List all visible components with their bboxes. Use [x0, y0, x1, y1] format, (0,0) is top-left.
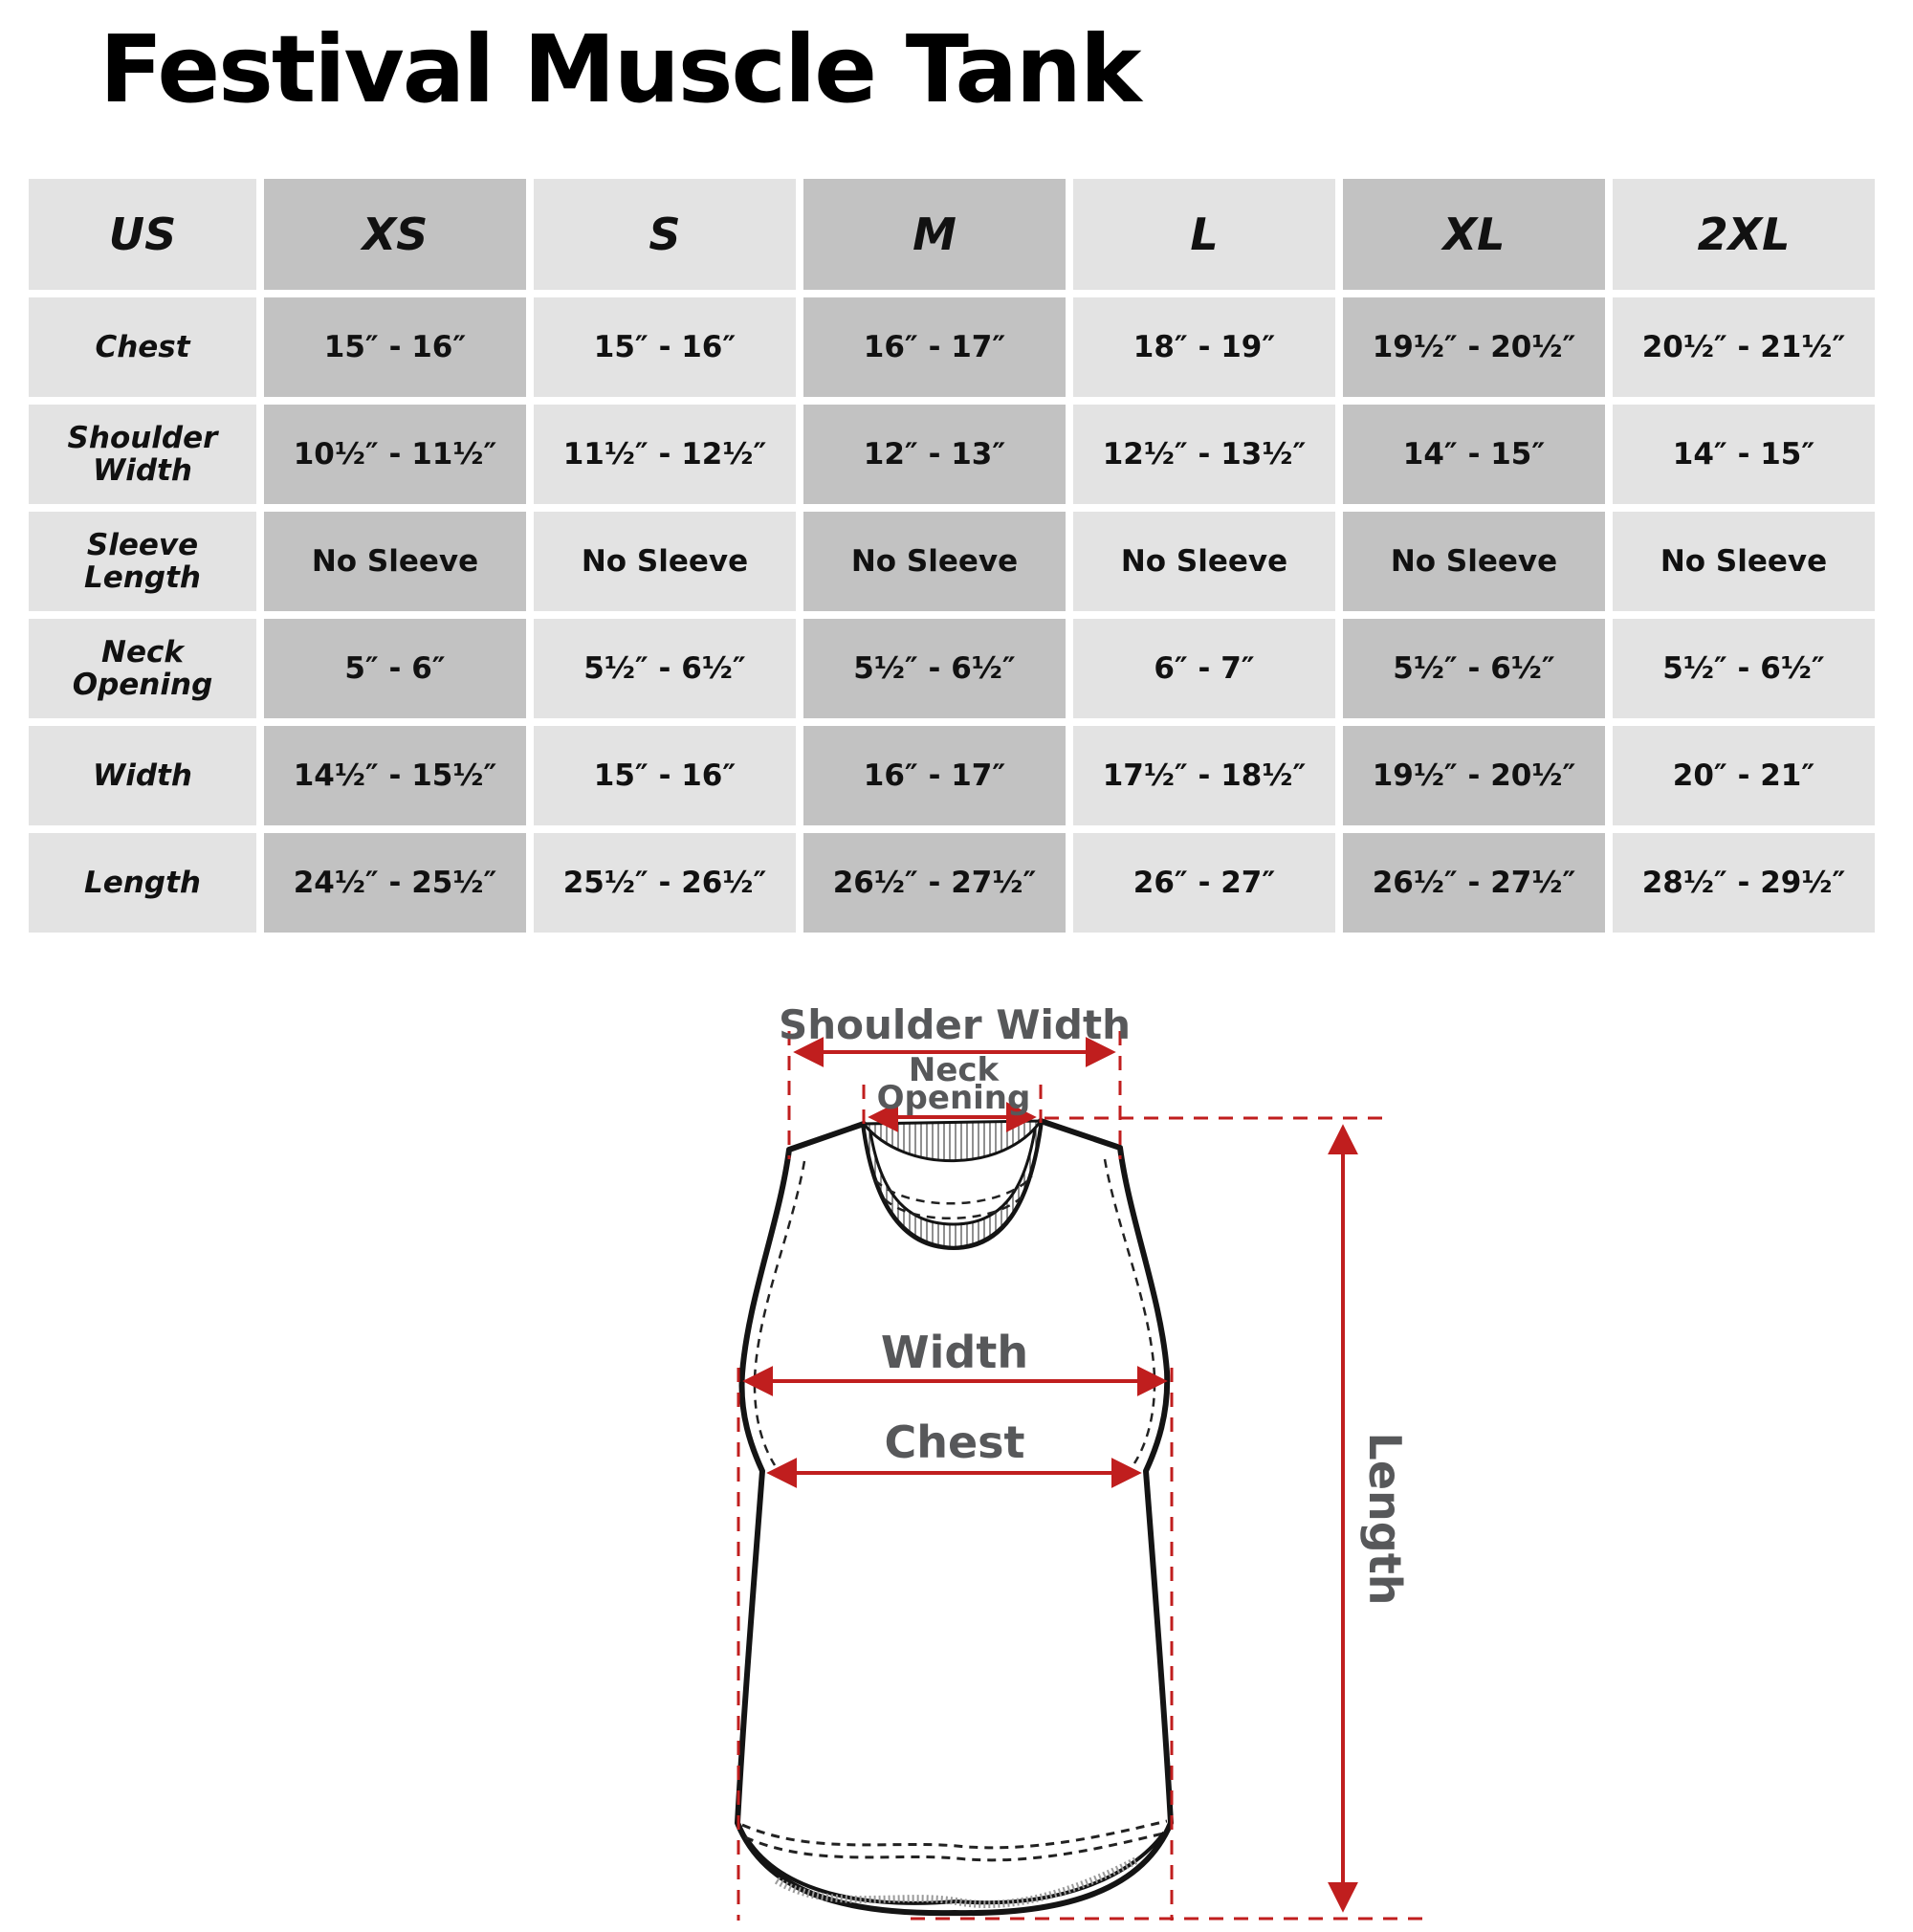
size-header-row: US XS S M L XL 2XL	[29, 179, 1875, 290]
cell-sleeve-length-xl: No Sleeve	[1343, 512, 1605, 611]
cell-chest-xl: 19½″ - 20½″	[1343, 297, 1605, 397]
cell-shoulder-width-xl: 14″ - 15″	[1343, 405, 1605, 504]
cell-shoulder-width-l: 12½″ - 13½″	[1073, 405, 1335, 504]
page-title: Festival Muscle Tank	[99, 15, 1141, 123]
measurement-row-length: Length 24½″ - 25½″ 25½″ - 26½″ 26½″ - 27½″ 2…	[29, 833, 1875, 933]
neck-opening-label-line2: Opening	[877, 1079, 1031, 1117]
cell-length-xl: 26½″ - 27½″	[1343, 833, 1605, 933]
cell-chest-xs: 15″ - 16″	[264, 297, 526, 397]
row-label-length: Length	[29, 833, 256, 933]
shoulder-width-label: Shoulder Width	[779, 1001, 1131, 1048]
row-label-chest: Chest	[29, 297, 256, 397]
cell-shoulder-width-xs: 10½″ - 11½″	[264, 405, 526, 504]
measurement-row-shoulder-width: Shoulder Width 10½″ - 11½″ 11½″ - 12½″ 12″ …	[29, 405, 1875, 504]
hem-roll-texture	[774, 1855, 1140, 1908]
cell-neck-opening-xs: 5″ - 6″	[264, 619, 526, 718]
row-label-width: Width	[29, 726, 256, 825]
cell-length-l: 26″ - 27″	[1073, 833, 1335, 933]
length-label: Length	[1359, 1433, 1411, 1606]
cell-length-2xl: 28½″ - 29½″	[1613, 833, 1875, 933]
cell-sleeve-length-s: No Sleeve	[534, 512, 796, 611]
neck-opening-label-line1: Neck	[909, 1051, 1000, 1089]
measurement-diagram: Shoulder Width Neck Opening Width Chest …	[0, 999, 1913, 1928]
cell-sleeve-length-m: No Sleeve	[803, 512, 1066, 611]
collar-inner-edge	[868, 1122, 1038, 1226]
measurement-row-sleeve-length: Sleeve Length No Sleeve No Sleeve No Sleeve…	[29, 512, 1875, 611]
size-column-header-2xl: 2XL	[1613, 179, 1875, 290]
size-table-head: US XS S M L XL 2XL	[29, 179, 1875, 290]
row-label-neck-opening: Neck Opening	[29, 619, 256, 718]
back-neck-stitch-1	[874, 1175, 1033, 1205]
cell-neck-opening-xl: 5½″ - 6½″	[1343, 619, 1605, 718]
cell-shoulder-width-m: 12″ - 13″	[803, 405, 1066, 504]
measure-arrows	[742, 1037, 1358, 1913]
cell-neck-opening-2xl: 5½″ - 6½″	[1613, 619, 1875, 718]
cell-width-xl: 19½″ - 20½″	[1343, 726, 1605, 825]
row-label-shoulder-width: Shoulder Width	[29, 405, 256, 504]
cell-length-xs: 24½″ - 25½″	[264, 833, 526, 933]
cell-chest-l: 18″ - 19″	[1073, 297, 1335, 397]
cell-sleeve-length-xs: No Sleeve	[264, 512, 526, 611]
size-column-header-l: L	[1073, 179, 1335, 290]
cell-width-l: 17½″ - 18½″	[1073, 726, 1335, 825]
cell-width-s: 15″ - 16″	[534, 726, 796, 825]
size-table-body: Chest 15″ - 16″ 15″ - 16″ 16″ - 17″ 18″ - 19…	[29, 297, 1875, 933]
measurement-row-neck-opening: Neck Opening 5″ - 6″ 5½″ - 6½″ 5½″ - 6½″ 6″ …	[29, 619, 1875, 718]
cell-neck-opening-s: 5½″ - 6½″	[534, 619, 796, 718]
cell-sleeve-length-2xl: No Sleeve	[1613, 512, 1875, 611]
cell-width-m: 16″ - 17″	[803, 726, 1066, 825]
cell-width-xs: 14½″ - 15½″	[264, 726, 526, 825]
chest-label: Chest	[884, 1416, 1024, 1468]
size-table: US XS S M L XL 2XL Chest 15″ - 16″ 15″ - 16″ 16″ …	[21, 171, 1882, 940]
cell-shoulder-width-2xl: 14″ - 15″	[1613, 405, 1875, 504]
size-column-header-xs: XS	[264, 179, 526, 290]
cell-shoulder-width-s: 11½″ - 12½″	[534, 405, 796, 504]
hem-stitch-2	[744, 1832, 1164, 1862]
cell-chest-m: 16″ - 17″	[803, 297, 1066, 397]
cell-width-2xl: 20″ - 21″	[1613, 726, 1875, 825]
measurement-row-chest: Chest 15″ - 16″ 15″ - 16″ 16″ - 17″ 18″ - 19…	[29, 297, 1875, 397]
cell-length-s: 25½″ - 26½″	[534, 833, 796, 933]
size-column-header-m: M	[803, 179, 1066, 290]
back-collar-band	[860, 1119, 1044, 1163]
size-column-header-s: S	[534, 179, 796, 290]
cell-length-m: 26½″ - 27½″	[803, 833, 1066, 933]
hem-stitch-1	[741, 1819, 1168, 1850]
width-label: Width	[881, 1327, 1028, 1378]
cell-neck-opening-m: 5½″ - 6½″	[803, 619, 1066, 718]
cell-neck-opening-l: 6″ - 7″	[1073, 619, 1335, 718]
cell-chest-s: 15″ - 16″	[534, 297, 796, 397]
cell-sleeve-length-l: No Sleeve	[1073, 512, 1335, 611]
cell-chest-2xl: 20½″ - 21½″	[1613, 297, 1875, 397]
region-header: US	[29, 179, 256, 290]
size-column-header-xl: XL	[1343, 179, 1605, 290]
row-label-sleeve-length: Sleeve Length	[29, 512, 256, 611]
measurement-row-width: Width 14½″ - 15½″ 15″ - 16″ 16″ - 17″ 17½″ -…	[29, 726, 1875, 825]
